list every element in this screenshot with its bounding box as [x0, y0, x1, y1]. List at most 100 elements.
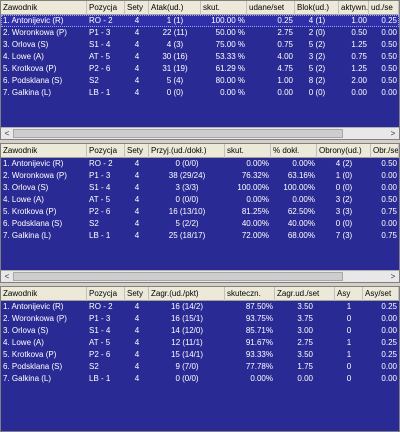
table-row[interactable]: 4. Lowe (A) AT - 5 4 12 (11/1) 91.67% 2.…: [1, 337, 399, 349]
table-row[interactable]: 6. Podsklana (S) S2 4 9 (7/0) 77.78% 1.7…: [1, 361, 399, 373]
col-header-aces[interactable]: Asy: [335, 287, 363, 301]
col-header-defense[interactable]: Obrony(ud.): [317, 144, 371, 158]
sets: 4: [134, 16, 140, 25]
position: S1 - 4: [89, 326, 111, 335]
col-header-player[interactable]: Zawodnik: [1, 1, 87, 15]
position: S1 - 4: [89, 40, 111, 49]
col-header-accuracy[interactable]: % dokł.: [271, 144, 317, 158]
col-header-serve-per-set[interactable]: Zagr.ud./set: [275, 287, 335, 301]
table-row[interactable]: 1. Antonijevic (R) RO - 2 4 1 (1) 100.00…: [1, 15, 399, 27]
col-header-block[interactable]: Blok(ud.): [295, 1, 339, 15]
accuracy: 68.00%: [287, 231, 315, 240]
defense: 0 (0): [335, 219, 353, 228]
serve: 16 (14/2): [170, 302, 204, 311]
aces-per-set: 0.25: [381, 302, 397, 311]
accuracy: 63.16%: [287, 171, 315, 180]
col-header-player[interactable]: Zawodnik: [1, 144, 87, 158]
player-name: 4. Lowe (A): [3, 52, 44, 61]
aces-per-set: 0.25: [381, 338, 397, 347]
horizontal-scrollbar[interactable]: < >: [1, 127, 399, 139]
player-name: 1. Antonijevic (R): [3, 302, 64, 311]
scroll-left-icon[interactable]: <: [4, 272, 10, 281]
position: AT - 5: [89, 195, 111, 204]
position: LB - 1: [89, 231, 111, 240]
col-header-reception[interactable]: Przyj.(ud./dokł.): [149, 144, 225, 158]
scrollbar-thumb[interactable]: [13, 272, 343, 281]
serve-per-set: 3.75: [297, 314, 313, 323]
horizontal-scrollbar[interactable]: < >: [1, 270, 399, 282]
player-name: 2. Woronkowa (P): [3, 28, 67, 37]
defense-per-set: 0.00: [381, 219, 397, 228]
table-row[interactable]: 6. Podsklana (S) S2 4 5 (4) 80.00 % 1.00…: [1, 75, 399, 87]
scrollbar-thumb[interactable]: [13, 129, 343, 138]
reception: 25 (18/17): [168, 231, 206, 240]
reception-eff: 81.25%: [241, 207, 269, 216]
position: P2 - 6: [89, 350, 111, 359]
col-header-defense-per-set[interactable]: Obr./se: [371, 144, 399, 158]
accuracy: 0.00%: [292, 159, 315, 168]
sets: 4: [134, 171, 140, 180]
reception: 16 (13/10): [168, 207, 206, 216]
col-header-sets[interactable]: Sety: [125, 287, 149, 301]
table-row[interactable]: 3. Orlova (S) S1 - 4 4 14 (12/0) 85.71% …: [1, 325, 399, 337]
attack: 5 (4): [166, 76, 184, 85]
col-header-block-per-set[interactable]: ud./se: [369, 1, 399, 15]
table-row[interactable]: 7. Galkina (L) LB - 1 4 25 (18/17) 72.00…: [1, 230, 399, 242]
scroll-right-icon[interactable]: >: [390, 129, 396, 138]
col-header-attack-per-set[interactable]: udane/set: [247, 1, 295, 15]
position: S1 - 4: [89, 183, 111, 192]
col-header-sets[interactable]: Sety: [125, 144, 149, 158]
table-row[interactable]: 1. Antonijevic (R) RO - 2 4 16 (14/2) 87…: [1, 301, 399, 313]
scroll-right-icon[interactable]: >: [390, 272, 396, 281]
col-header-serve[interactable]: Zagr.(ud./pkt): [149, 287, 225, 301]
col-header-sets[interactable]: Sety: [125, 1, 149, 15]
table-row[interactable]: 4. Lowe (A) AT - 5 4 0 (0/0) 0.00% 0.00%…: [1, 194, 399, 206]
col-header-attack[interactable]: Atak(ud.): [149, 1, 201, 15]
block: 8 (2): [308, 76, 326, 85]
player-name: 3. Orlova (S): [3, 183, 49, 192]
position: AT - 5: [89, 52, 111, 61]
block: 2 (0): [308, 28, 326, 37]
aces: 0: [346, 374, 352, 383]
table-row[interactable]: 7. Galkina (L) LB - 1 4 0 (0) 0.00 % 0.0…: [1, 87, 399, 99]
serve-per-set: 1.75: [297, 362, 313, 371]
table-row[interactable]: 4. Lowe (A) AT - 5 4 30 (16) 53.33 % 4.0…: [1, 51, 399, 63]
table-row[interactable]: 2. Woronkowa (P) P1 - 3 4 16 (15/1) 93.7…: [1, 313, 399, 325]
attack: 22 (11): [162, 28, 188, 37]
col-header-position[interactable]: Pozycja: [87, 144, 125, 158]
col-header-serve-eff[interactable]: skuteczn.: [225, 287, 275, 301]
sets: 4: [134, 76, 140, 85]
activity: 0.00: [351, 88, 367, 97]
aces: 0: [346, 314, 352, 323]
reception-eff: 100.00%: [237, 183, 269, 192]
col-header-position[interactable]: Pozycja: [87, 1, 125, 15]
table-row[interactable]: 5. Krotkova (P) P2 - 6 4 16 (13/10) 81.2…: [1, 206, 399, 218]
attack-eff: 50.00 %: [215, 28, 245, 37]
table-row[interactable]: 3. Orlova (S) S1 - 4 4 3 (3/3) 100.00% 1…: [1, 182, 399, 194]
table-row[interactable]: 7. Galkina (L) LB - 1 4 0 (0/0) 0.00% 0.…: [1, 373, 399, 385]
table-row[interactable]: 2. Woronkowa (P) P1 - 3 4 38 (29/24) 76.…: [1, 170, 399, 182]
scroll-left-icon[interactable]: <: [4, 129, 10, 138]
col-header-position[interactable]: Pozycja: [87, 287, 125, 301]
attack-per-set: 4.00: [277, 52, 293, 61]
table-row[interactable]: 2. Woronkowa (P) P1 - 3 4 22 (11) 50.00 …: [1, 27, 399, 39]
block-per-set: 0.25: [381, 16, 397, 25]
serve-eff: 93.33%: [245, 350, 273, 359]
reception: 0 (0/0): [175, 195, 199, 204]
col-header-attack-eff[interactable]: skut.: [201, 1, 247, 15]
col-header-activity[interactable]: aktywn.: [339, 1, 369, 15]
table-row[interactable]: 6. Podsklana (S) S2 4 5 (2/2) 40.00% 40.…: [1, 218, 399, 230]
reception: 5 (2/2): [175, 219, 199, 228]
reception-stats-panel: Zawodnik Pozycja Sety Przyj.(ud./dokł.) …: [0, 143, 400, 283]
table-row[interactable]: 3. Orlova (S) S1 - 4 4 4 (3) 75.00 % 0.7…: [1, 39, 399, 51]
table-row[interactable]: 5. Krotkova (P) P2 - 6 4 31 (19) 61.29 %…: [1, 63, 399, 75]
position: RO - 2: [89, 302, 113, 311]
serve-eff: 77.78%: [245, 362, 273, 371]
col-header-reception-eff[interactable]: skut.: [225, 144, 271, 158]
table-row[interactable]: 5. Krotkova (P) P2 - 6 4 15 (14/1) 93.33…: [1, 349, 399, 361]
sets: 4: [134, 338, 140, 347]
table-row[interactable]: 1. Antonijevic (R) RO - 2 4 0 (0/0) 0.00…: [1, 158, 399, 170]
sets: 4: [134, 183, 140, 192]
col-header-aces-per-set[interactable]: Asy/set: [363, 287, 399, 301]
col-header-player[interactable]: Zawodnik: [1, 287, 87, 301]
